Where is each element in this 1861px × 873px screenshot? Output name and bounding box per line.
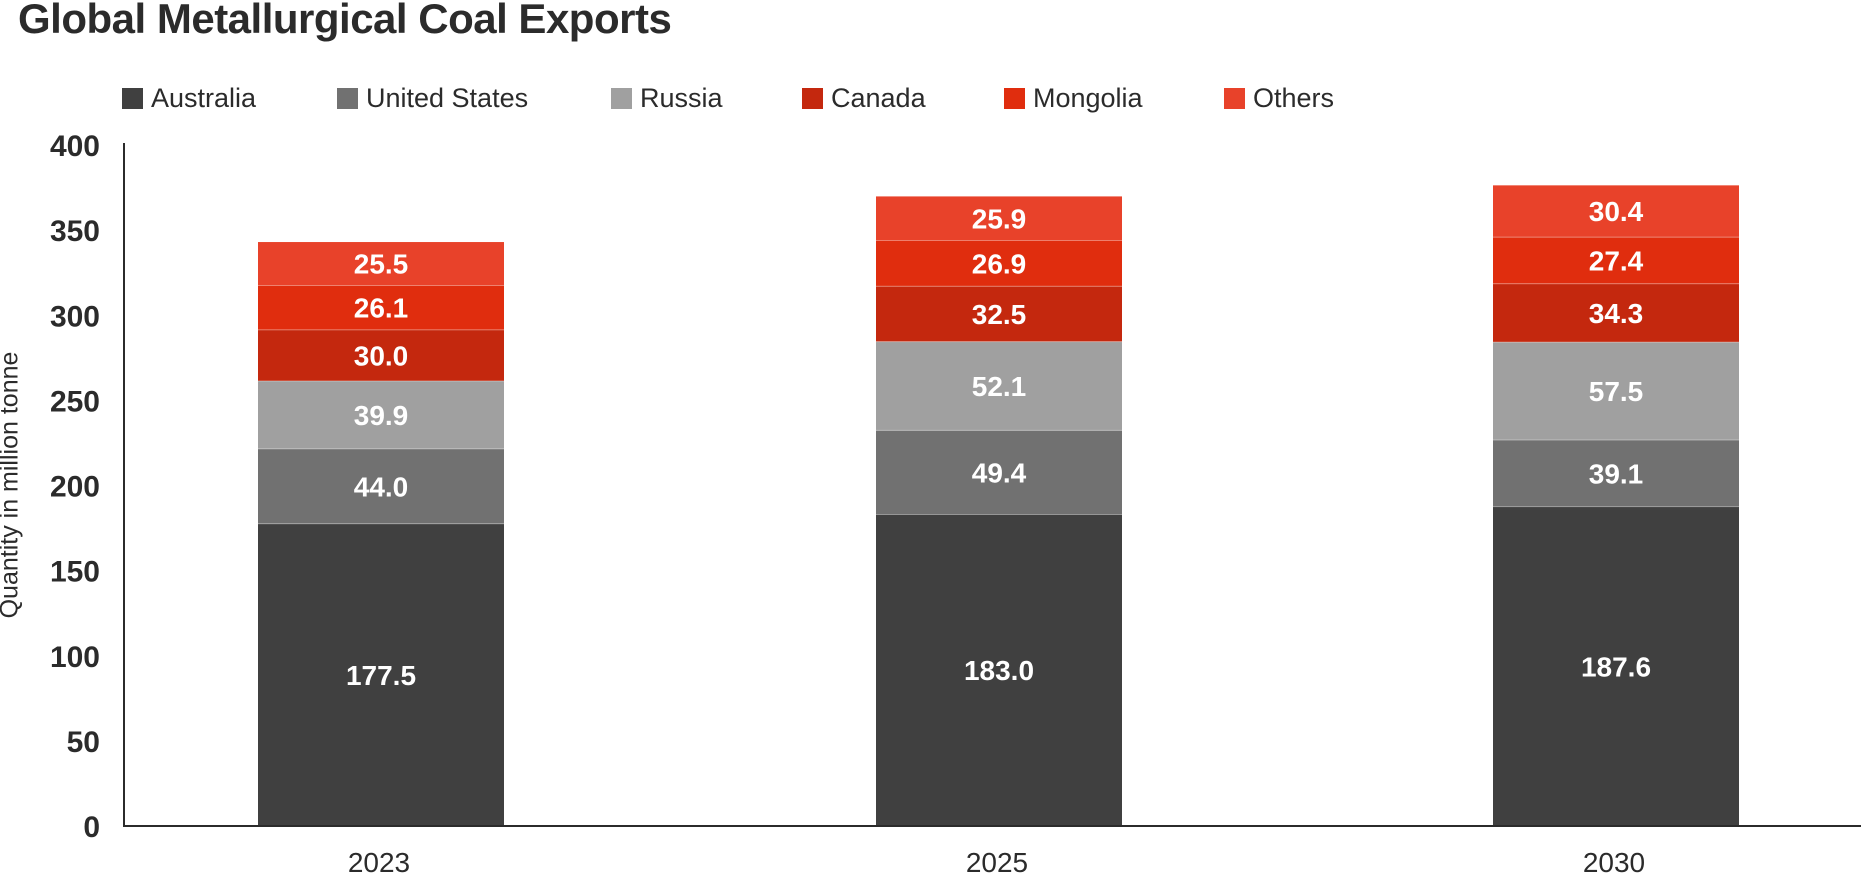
bar-segment-australia [1493,506,1739,826]
y-tick-label: 350 [50,215,100,248]
bar-segment-canada [258,329,504,381]
bar-stack-2030: 187.6 39.1 57.5 34.3 27.4 30.4 [1493,185,1739,826]
data-label: 26.9 [972,248,1027,279]
bar-segment-mongolia [1493,237,1739,284]
y-axis-ticks: 0 50 100 150 200 250 300 350 400 [50,130,100,844]
y-tick-label: 400 [50,130,100,163]
data-label: 32.5 [972,299,1027,330]
legend-label: Australia [151,82,257,113]
bar-segment-russia [1493,342,1739,441]
legend-item-canada: Canada [802,78,926,118]
data-label: 44.0 [354,471,409,502]
x-tick-label: 2025 [966,847,1028,873]
x-axis-ticks: 2023 2025 2030 [348,847,1645,873]
bar-segment-russia [876,341,1122,431]
legend-label: Russia [640,82,723,113]
legend-label: Canada [831,82,926,113]
data-label: 177.5 [346,660,416,691]
bar-segment-canada [876,286,1122,342]
bar-segment-others [876,196,1122,241]
y-tick-label: 200 [50,471,100,504]
data-label: 34.3 [1589,298,1644,329]
legend-swatch [802,87,823,109]
legend-label: United States [366,82,529,113]
y-tick-label: 50 [67,726,100,759]
bar-segment-canada [1493,283,1739,343]
bar-segment-others [258,242,504,286]
y-tick-label: 150 [50,556,100,589]
bar-segment-australia [876,514,1122,826]
bar-groups: 177.5 44.0 39.9 30.0 26.1 25.5 183.0 49.4 52.1 32… [258,185,1739,826]
bar-segment-united-states [1493,440,1739,507]
x-tick-label: 2030 [1583,847,1645,873]
y-tick-label: 250 [50,385,100,418]
data-label: 39.9 [354,400,409,431]
legend-item-russia: Russia [611,78,723,118]
bar-stack-2023: 177.5 44.0 39.9 30.0 26.1 25.5 [258,242,504,826]
bar-segment-united-states [876,430,1122,515]
y-tick-label: 100 [50,641,100,674]
bar-segment-mongolia [876,240,1122,287]
legend-label: Others [1253,82,1335,113]
legend-swatch [611,87,632,109]
data-label: 183.0 [964,655,1034,686]
chart-legend: Australia United States Russia Canada Mongol… [0,78,1400,118]
legend-swatch [122,87,143,109]
legend-swatch [337,87,358,109]
data-label: 39.1 [1589,458,1644,489]
data-label: 25.9 [972,203,1027,234]
legend-item-united-states: United States [337,78,528,118]
legend-item-mongolia: Mongolia [1004,78,1143,118]
data-label: 30.4 [1589,196,1644,227]
bar-stack-2025: 183.0 49.4 52.1 32.5 26.9 25.9 [876,196,1122,826]
x-tick-label: 2023 [348,847,410,873]
legend-swatch [1004,87,1025,109]
chart-title: Global Metallurgical Coal Exports [18,0,672,42]
data-label: 52.1 [972,371,1027,402]
legend-swatch [1224,87,1245,109]
data-label: 30.0 [354,340,409,371]
data-label: 57.5 [1589,376,1644,407]
bar-segment-others [1493,185,1739,238]
data-label: 49.4 [972,457,1027,488]
data-label: 27.4 [1589,245,1644,276]
bar-segment-russia [258,380,504,449]
data-label: 25.5 [354,249,409,280]
y-tick-label: 0 [83,811,100,844]
data-label: 26.1 [354,293,409,324]
legend-item-others: Others [1224,78,1334,118]
legend-label: Mongolia [1033,82,1143,113]
data-label: 187.6 [1581,651,1651,682]
bar-segment-australia [258,523,504,826]
bar-segment-united-states [258,448,504,524]
y-tick-label: 300 [50,300,100,333]
bar-segment-mongolia [258,285,504,330]
legend-item-australia: Australia [122,78,256,118]
